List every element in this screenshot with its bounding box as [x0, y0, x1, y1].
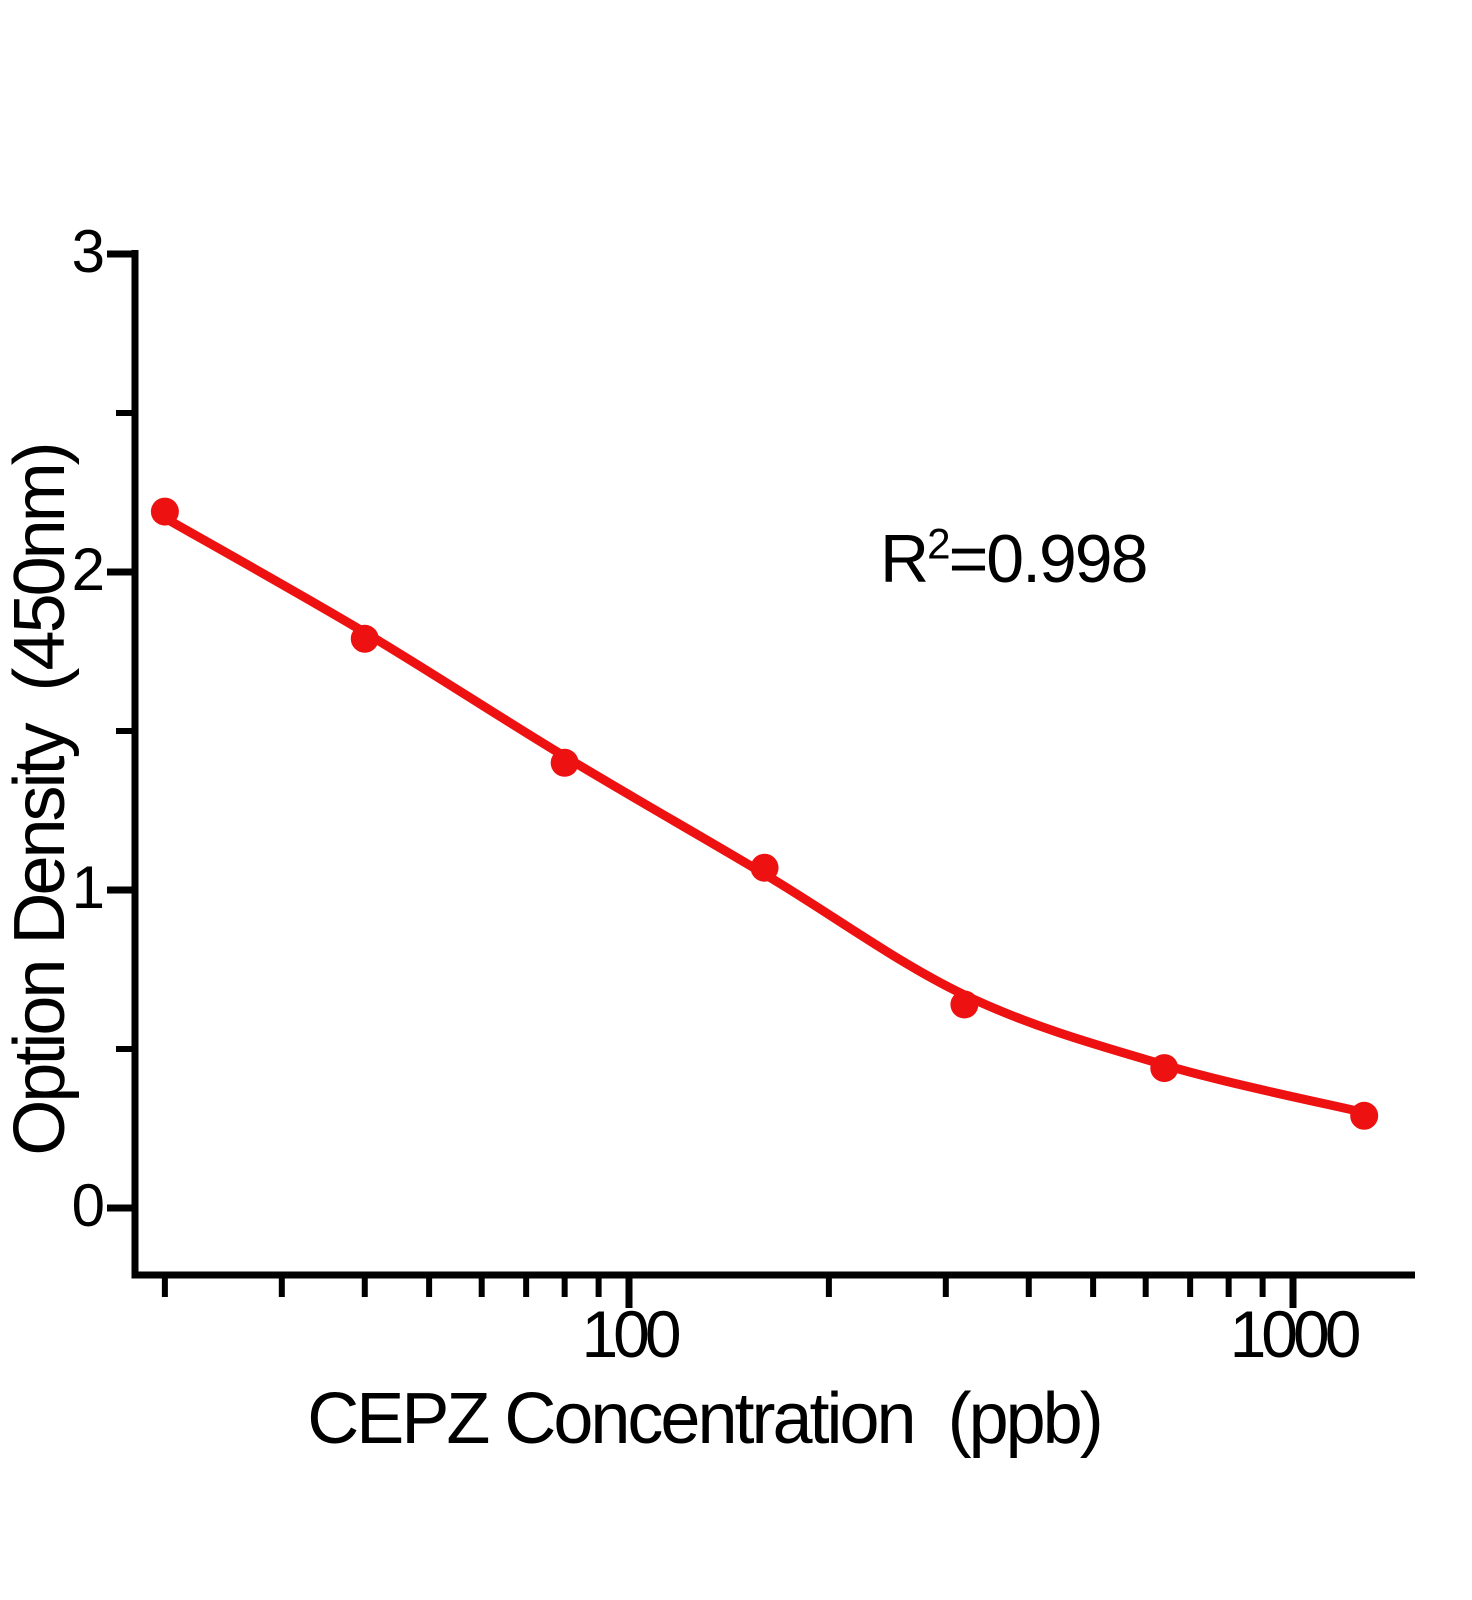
- data-point-marker: [1350, 1101, 1379, 1130]
- y-tick-label: 0: [72, 1172, 104, 1239]
- data-point-marker: [1150, 1054, 1179, 1083]
- data-point-marker: [550, 748, 579, 777]
- data-point-marker: [150, 497, 179, 526]
- data-point-marker: [750, 853, 779, 882]
- x-tick-label: 100: [581, 1297, 679, 1371]
- x-tick-label: 1000: [1230, 1297, 1360, 1371]
- data-point-marker: [950, 990, 979, 1019]
- fit-curve-line: [160, 513, 1369, 1118]
- r-squared-exponent: 2: [927, 520, 950, 568]
- r-squared-annotation: R2=0.998: [880, 523, 1148, 593]
- y-tick-label: 2: [72, 536, 103, 603]
- x-axis-title: CEPZ Concentration (ppb): [307, 1379, 1103, 1459]
- r-squared-value: =0.998: [948, 521, 1149, 597]
- r-squared-base: R: [880, 521, 929, 597]
- y-axis-title: Option Density (450nm): [0, 444, 80, 1156]
- axis-frame: [131, 250, 1415, 1279]
- y-tick-label: 3: [72, 218, 103, 285]
- data-point-marker: [350, 624, 379, 653]
- y-tick-label: 1: [72, 854, 103, 921]
